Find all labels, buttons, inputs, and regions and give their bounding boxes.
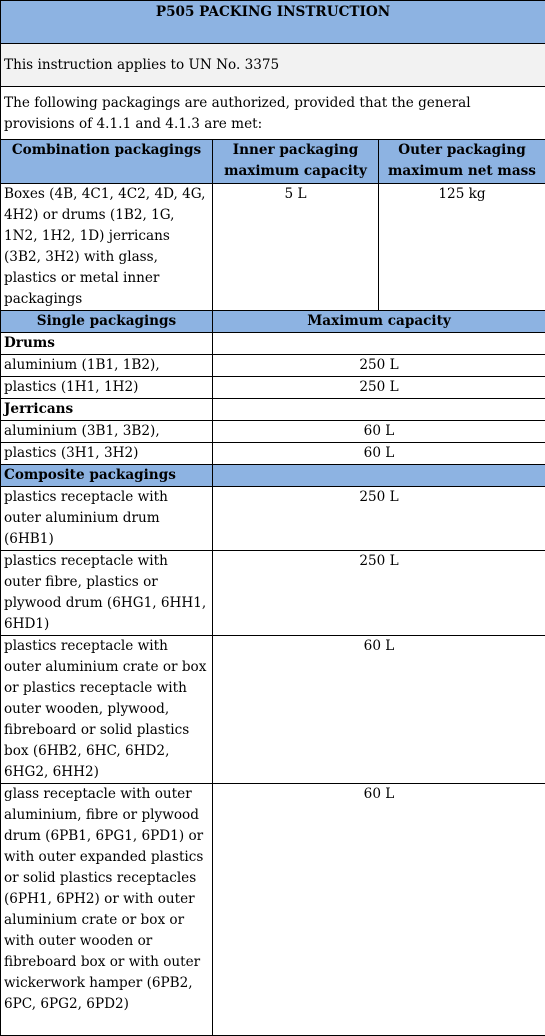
combination-row: Boxes (4B, 4C1, 4C2, 4D, 4G, 4H2) or dru… bbox=[1, 184, 545, 311]
single-header-row: Single packagings Maximum capacity bbox=[1, 311, 545, 333]
jerrican-plastics-description: plastics (3H1, 3H2) bbox=[1, 443, 213, 465]
composite-label-row: Composite packagings bbox=[1, 465, 545, 487]
composite-capacity: 250 L bbox=[213, 487, 545, 551]
composite-description: plastics receptacle with outer fibre, pl… bbox=[1, 551, 213, 636]
composite-capacity: 60 L bbox=[213, 784, 545, 1036]
intro-text: The following packagings are authorized,… bbox=[1, 87, 545, 140]
table-row: plastics (3H1, 3H2) 60 L bbox=[1, 443, 545, 465]
jerricans-label: Jerricans bbox=[1, 399, 213, 421]
inner-packaging-header-line2: maximum capacity bbox=[224, 163, 367, 179]
outer-packaging-header: Outer packaging maximum net mass bbox=[379, 140, 545, 184]
inner-packaging-header-line1: Inner packaging bbox=[233, 142, 359, 158]
composite-capacity: 250 L bbox=[213, 551, 545, 636]
packing-instruction-title: P505 PACKING INSTRUCTION bbox=[1, 1, 545, 44]
combination-header-row: Combination packagings Inner packaging m… bbox=[1, 140, 545, 184]
table-row: plastics receptacle with outer aluminium… bbox=[1, 487, 545, 551]
drum-plastics-description: plastics (1H1, 1H2) bbox=[1, 377, 213, 399]
applies-to-text: This instruction applies to UN No. 3375 bbox=[1, 44, 545, 87]
title-row: P505 PACKING INSTRUCTION bbox=[1, 1, 545, 44]
empty-cell bbox=[213, 333, 545, 355]
drum-plastics-capacity: 250 L bbox=[213, 377, 545, 399]
applies-row: This instruction applies to UN No. 3375 bbox=[1, 44, 545, 87]
combination-description: Boxes (4B, 4C1, 4C2, 4D, 4G, 4H2) or dru… bbox=[1, 184, 213, 311]
single-packagings-header: Single packagings bbox=[1, 311, 213, 333]
composite-capacity: 60 L bbox=[213, 636, 545, 784]
intro-row: The following packagings are authorized,… bbox=[1, 87, 545, 140]
inner-capacity-value: 5 L bbox=[213, 184, 379, 311]
drum-aluminium-capacity: 250 L bbox=[213, 355, 545, 377]
outer-packaging-header-line2: maximum net mass bbox=[388, 163, 536, 179]
drums-label-row: Drums bbox=[1, 333, 545, 355]
table-row: plastics receptacle with outer fibre, pl… bbox=[1, 551, 545, 636]
table-row: glass receptacle with outer aluminium, f… bbox=[1, 784, 545, 1036]
jerricans-label-row: Jerricans bbox=[1, 399, 545, 421]
composite-description: glass receptacle with outer aluminium, f… bbox=[1, 784, 213, 1036]
jerrican-aluminium-capacity: 60 L bbox=[213, 421, 545, 443]
drum-aluminium-description: aluminium (1B1, 1B2), bbox=[1, 355, 213, 377]
table-row: plastics (1H1, 1H2) 250 L bbox=[1, 377, 545, 399]
maximum-capacity-header: Maximum capacity bbox=[213, 311, 545, 333]
drums-label: Drums bbox=[1, 333, 213, 355]
jerrican-aluminium-description: aluminium (3B1, 3B2), bbox=[1, 421, 213, 443]
composite-packagings-label: Composite packagings bbox=[1, 465, 213, 487]
inner-packaging-header: Inner packaging maximum capacity bbox=[213, 140, 379, 184]
table-row: aluminium (1B1, 1B2), 250 L bbox=[1, 355, 545, 377]
outer-packaging-header-line1: Outer packaging bbox=[398, 142, 525, 158]
table-row: plastics receptacle with outer aluminium… bbox=[1, 636, 545, 784]
composite-description: plastics receptacle with outer aluminium… bbox=[1, 636, 213, 784]
empty-cell bbox=[213, 465, 545, 487]
outer-mass-value: 125 kg bbox=[379, 184, 545, 311]
jerrican-plastics-capacity: 60 L bbox=[213, 443, 545, 465]
combination-packagings-header: Combination packagings bbox=[1, 140, 213, 184]
table-row: aluminium (3B1, 3B2), 60 L bbox=[1, 421, 545, 443]
empty-cell bbox=[213, 399, 545, 421]
composite-description: plastics receptacle with outer aluminium… bbox=[1, 487, 213, 551]
